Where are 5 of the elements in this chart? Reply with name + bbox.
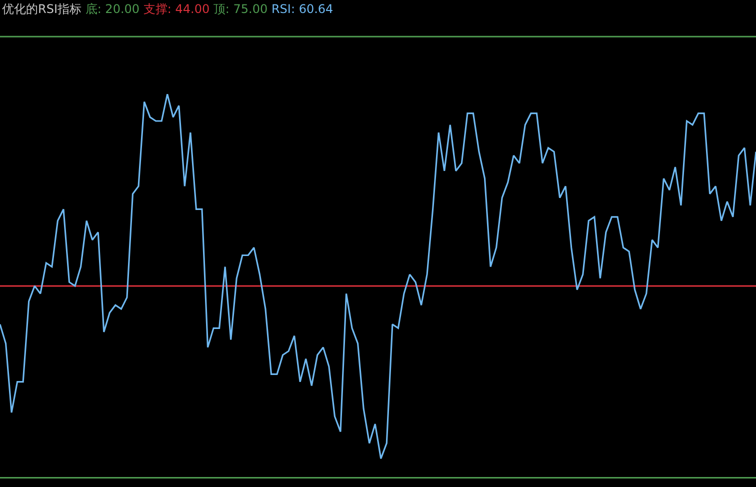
text: 支撑: 44.00	[143, 2, 210, 16]
text: 顶: 75.00	[213, 2, 268, 16]
chart-title: 优化的RSI指标	[2, 2, 82, 16]
text: 底: 20.00	[85, 2, 140, 16]
text: RSI: 60.64	[271, 2, 334, 16]
